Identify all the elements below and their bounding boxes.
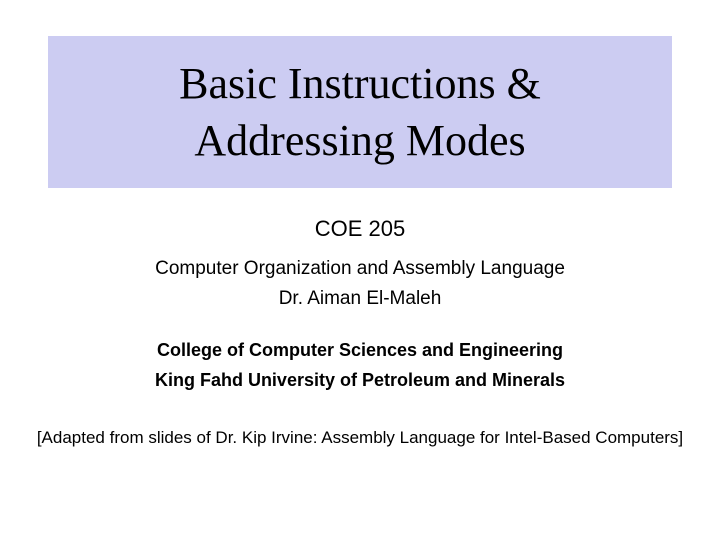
title-line-1: Basic Instructions & xyxy=(179,59,541,108)
adapted-note: [Adapted from slides of Dr. Kip Irvine: … xyxy=(0,428,720,448)
slide-title: Basic Instructions & Addressing Modes xyxy=(179,55,541,169)
course-name: Computer Organization and Assembly Langu… xyxy=(0,258,720,280)
university: King Fahd University of Petroleum and Mi… xyxy=(0,370,720,391)
instructor: Dr. Aiman El-Maleh xyxy=(0,288,720,310)
title-box: Basic Instructions & Addressing Modes xyxy=(48,36,672,188)
course-code: COE 205 xyxy=(0,216,720,242)
college: College of Computer Sciences and Enginee… xyxy=(0,340,720,361)
title-line-2: Addressing Modes xyxy=(194,116,525,165)
